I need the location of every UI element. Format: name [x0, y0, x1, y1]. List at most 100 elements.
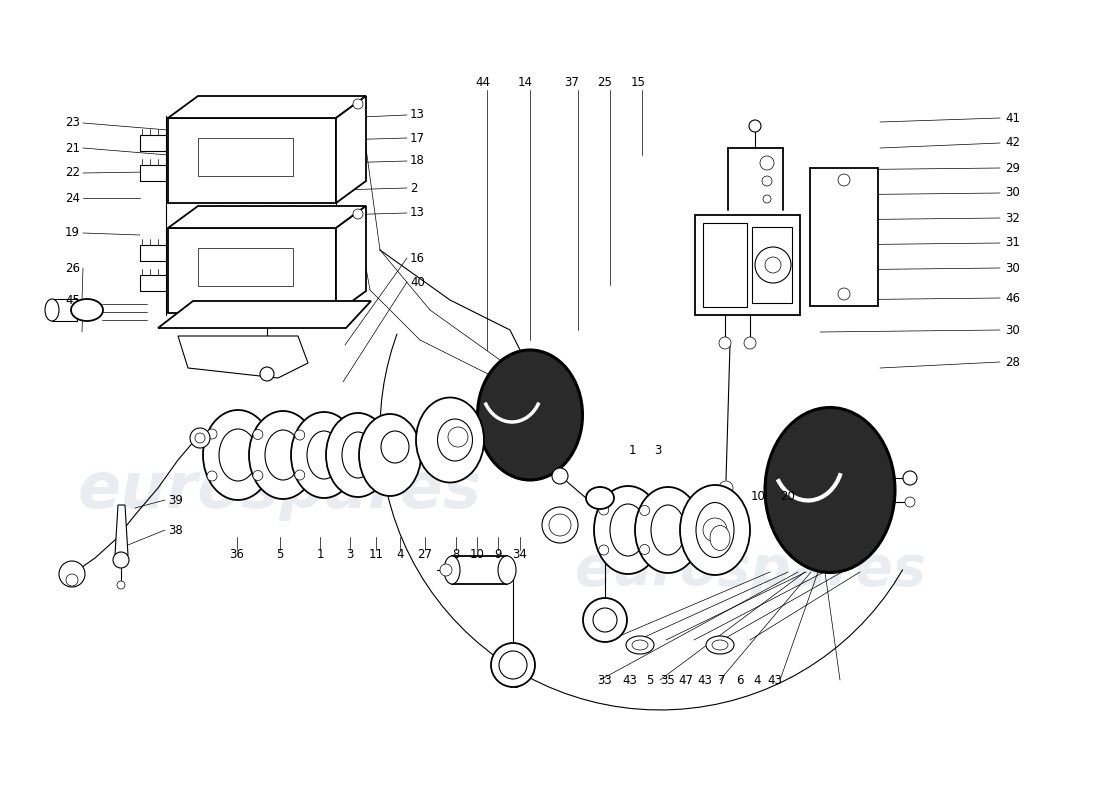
Bar: [140, 165, 166, 181]
Ellipse shape: [635, 487, 701, 573]
Circle shape: [552, 468, 568, 484]
Text: 3: 3: [654, 443, 662, 457]
Ellipse shape: [626, 636, 654, 654]
Text: 10: 10: [750, 490, 766, 503]
Circle shape: [542, 507, 578, 543]
Circle shape: [207, 429, 217, 439]
Text: 10: 10: [470, 549, 484, 562]
Circle shape: [117, 581, 125, 589]
Text: 4: 4: [396, 549, 404, 562]
Circle shape: [304, 430, 313, 439]
Text: 1: 1: [628, 443, 636, 457]
Text: 18: 18: [410, 154, 425, 167]
Circle shape: [647, 505, 657, 515]
Text: 5: 5: [647, 674, 653, 686]
Text: 24: 24: [65, 191, 80, 205]
Text: 7: 7: [718, 674, 726, 686]
Ellipse shape: [477, 350, 583, 480]
Ellipse shape: [632, 640, 648, 650]
Text: 41: 41: [1005, 111, 1020, 125]
Text: 47: 47: [679, 674, 693, 686]
Text: 14: 14: [517, 75, 532, 89]
Text: 8: 8: [452, 549, 460, 562]
Circle shape: [598, 545, 608, 555]
Text: 44: 44: [475, 75, 491, 89]
Circle shape: [499, 651, 527, 679]
Polygon shape: [168, 228, 336, 313]
Ellipse shape: [706, 636, 734, 654]
Text: 4: 4: [754, 674, 761, 686]
Bar: [140, 275, 166, 291]
Text: 45: 45: [65, 294, 80, 306]
Polygon shape: [168, 96, 366, 118]
Bar: [140, 245, 166, 261]
Ellipse shape: [381, 431, 409, 463]
Ellipse shape: [498, 556, 516, 584]
Circle shape: [686, 545, 696, 554]
Ellipse shape: [265, 430, 301, 480]
Circle shape: [258, 429, 270, 439]
Text: 17: 17: [410, 131, 425, 145]
Circle shape: [353, 209, 363, 219]
Polygon shape: [752, 227, 792, 303]
Text: 32: 32: [1005, 211, 1020, 225]
Ellipse shape: [326, 413, 390, 497]
Text: 29: 29: [1005, 162, 1020, 174]
Text: 37: 37: [564, 75, 580, 89]
Polygon shape: [452, 556, 507, 584]
Text: 27: 27: [418, 549, 432, 562]
Text: 31: 31: [1005, 237, 1020, 250]
Ellipse shape: [72, 299, 103, 321]
Ellipse shape: [45, 299, 59, 321]
Circle shape: [647, 545, 657, 555]
Circle shape: [905, 497, 915, 507]
Bar: [340, 443, 379, 467]
Text: 34: 34: [513, 549, 527, 562]
Polygon shape: [336, 206, 366, 313]
Circle shape: [295, 430, 305, 440]
Text: 30: 30: [1005, 323, 1020, 337]
Circle shape: [190, 428, 210, 448]
Text: 43: 43: [697, 674, 713, 686]
Polygon shape: [116, 505, 128, 555]
Text: 5: 5: [276, 549, 284, 562]
Polygon shape: [168, 206, 366, 228]
Text: 13: 13: [410, 109, 425, 122]
Text: 3: 3: [346, 549, 354, 562]
Circle shape: [253, 430, 263, 439]
Text: 13: 13: [410, 206, 425, 219]
Bar: [810, 168, 878, 306]
Circle shape: [113, 552, 129, 568]
Ellipse shape: [696, 502, 734, 558]
Circle shape: [491, 643, 535, 687]
Ellipse shape: [416, 398, 484, 482]
Ellipse shape: [710, 526, 730, 550]
Text: 43: 43: [623, 674, 637, 686]
Circle shape: [744, 337, 756, 349]
Circle shape: [755, 247, 791, 283]
Text: 35: 35: [661, 674, 675, 686]
Ellipse shape: [204, 410, 273, 500]
Text: eurospares: eurospares: [574, 543, 925, 597]
Circle shape: [838, 288, 850, 300]
Text: 20: 20: [781, 490, 795, 503]
Ellipse shape: [249, 411, 317, 499]
Text: 11: 11: [368, 549, 384, 562]
Circle shape: [703, 518, 727, 542]
Circle shape: [749, 120, 761, 132]
Ellipse shape: [651, 505, 685, 555]
Ellipse shape: [610, 504, 646, 556]
Bar: [198, 138, 293, 176]
Bar: [198, 248, 293, 286]
Ellipse shape: [712, 640, 728, 650]
Circle shape: [343, 470, 353, 480]
Text: 21: 21: [65, 142, 80, 154]
Text: 26: 26: [65, 262, 80, 274]
Circle shape: [762, 176, 772, 186]
Text: 40: 40: [410, 275, 425, 289]
Circle shape: [207, 471, 217, 481]
Polygon shape: [178, 336, 308, 378]
Polygon shape: [158, 301, 371, 328]
Ellipse shape: [594, 486, 662, 574]
Circle shape: [686, 506, 696, 515]
